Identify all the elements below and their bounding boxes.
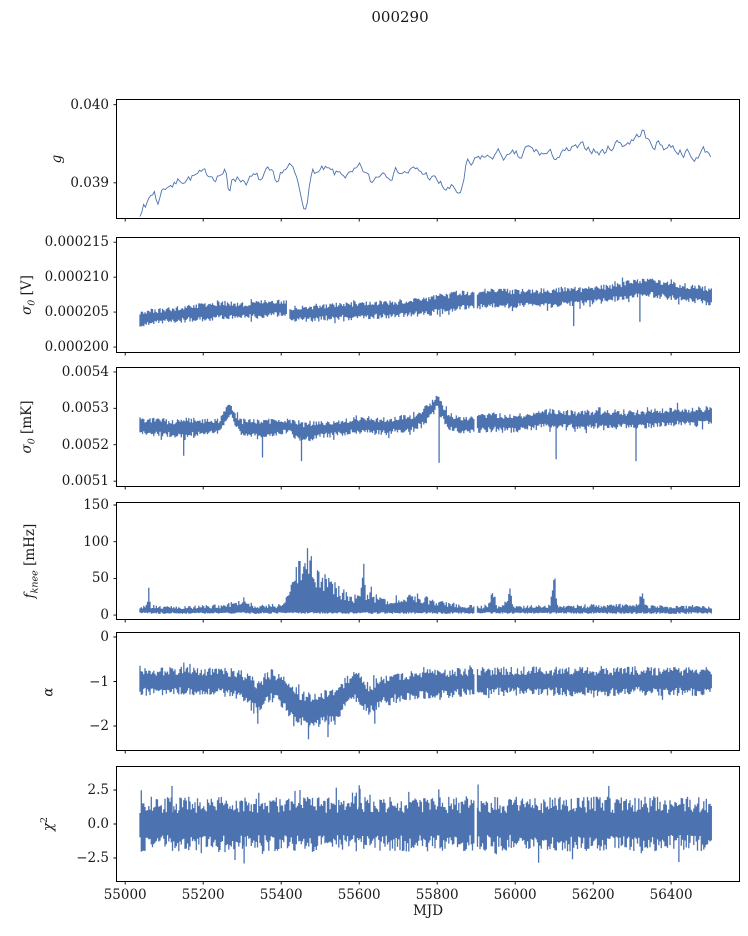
subplot-g: 0.039 0.040 (70, 97, 740, 222)
y-tick-label-sigma0-mk: 0.0054 (61, 363, 109, 380)
y-axis-label-alpha: α (39, 633, 57, 750)
tick-marks (113, 504, 672, 623)
subplot-chi2: 2.5 0.0 −2.5 (76, 766, 740, 885)
x-tick-label: 55400 (259, 887, 303, 903)
y-tick-label-sigma0-v: 0.000205 (44, 304, 109, 321)
y-tick-label-chi2: −2.5 (76, 850, 109, 866)
y-tick-label-fknee: 0 (100, 607, 109, 624)
y-tick-label-sigma0-mk: 0.0052 (61, 436, 109, 453)
y-axis-label-sigma0-v: σ0 [V] (18, 238, 38, 352)
x-tick-label: 55800 (415, 887, 459, 903)
y-tick-label-chi2: 0.0 (87, 816, 109, 832)
data-series-fknee (139, 548, 712, 614)
tick-marks (113, 636, 672, 754)
plot-area-sigma0-mk (113, 371, 712, 490)
data-series-sigma0-mk (139, 395, 712, 463)
y-axis-label-superscript: 2 (39, 816, 50, 823)
data-series-chi2 (139, 784, 712, 864)
x-tick-label: 55200 (181, 887, 225, 903)
y-tick-label-fknee: 100 (83, 533, 109, 550)
x-tick-label: 55000 (103, 887, 147, 903)
y-tick-label-sigma0-v: 0.000210 (44, 269, 109, 286)
figure-title: 000290 (371, 8, 429, 26)
plot-area-chi2 (113, 784, 712, 885)
y-axis-label-unit: [mHz] (22, 523, 38, 571)
y-tick-label-g: 0.040 (70, 96, 109, 113)
x-tick-label: 56200 (571, 887, 615, 903)
subplot-fknee: 0 50 100 150 (83, 497, 740, 623)
tick-marks (113, 241, 672, 356)
y-tick-label-sigma0-mk: 0.0051 (61, 473, 109, 490)
y-axis-label-symbol: χ (40, 822, 57, 832)
x-tick-label: 56400 (649, 887, 693, 903)
tick-marks (113, 371, 672, 490)
y-axis-label-fknee: fknee [mHz] (21, 503, 41, 619)
tick-marks (113, 789, 672, 885)
y-tick-label-sigma0-v: 0.000200 (44, 339, 109, 356)
y-tick-label-chi2: 2.5 (87, 782, 109, 798)
y-axis-label-subscript: 0 (26, 299, 38, 306)
y-axis-label-chi2: χ2 (36, 767, 57, 881)
y-tick-label-sigma0-v: 0.000215 (44, 234, 109, 251)
plot-area-fknee (113, 504, 712, 623)
data-series-alpha (139, 662, 712, 740)
y-axis-label-unit: [mK] (19, 400, 35, 439)
y-tick-label-fknee: 50 (91, 570, 109, 587)
x-tick-label: 55600 (337, 887, 381, 903)
subplot-sigma0-mk: 0.0051 0.0052 0.0053 0.0054 (62, 364, 740, 490)
plot-area-g (113, 104, 712, 222)
y-tick-label-fknee: 150 (83, 497, 109, 513)
y-tick-label-alpha: −1 (89, 673, 109, 690)
tick-marks (113, 104, 672, 222)
y-axis-label-unit: [V] (19, 275, 35, 300)
subplot-alpha: 0 −1 −2 (89, 629, 740, 754)
y-axis-label-subscript: knee (29, 570, 41, 594)
data-series-sigma0-v (139, 277, 712, 327)
y-axis-label-symbol: g (49, 154, 65, 164)
y-axis-label-sigma0-mk: σ0 [mK] (18, 368, 38, 486)
x-axis-label: MJD (412, 903, 444, 919)
subplot-sigma0-v: 0.000200 0.000205 0.000210 0.000215 (45, 234, 740, 356)
y-tick-label-alpha: 0 (100, 629, 109, 645)
y-tick-label-g: 0.039 (70, 174, 109, 191)
y-axis-label-g: g (48, 100, 66, 218)
y-axis-label-symbol: f (22, 593, 38, 599)
plot-area-alpha (113, 636, 712, 754)
y-axis-label-symbol: σ (19, 305, 35, 315)
y-axis-label-symbol: σ (19, 444, 35, 454)
x-tick-label: 56000 (493, 887, 537, 903)
y-tick-label-sigma0-mk: 0.0053 (61, 400, 109, 417)
plot-area-sigma0-v (113, 241, 712, 356)
y-axis-label-subscript: 0 (26, 438, 38, 445)
data-series-g (139, 129, 712, 217)
y-axis-label-symbol: α (40, 686, 56, 697)
y-tick-label-alpha: −2 (89, 718, 109, 734)
